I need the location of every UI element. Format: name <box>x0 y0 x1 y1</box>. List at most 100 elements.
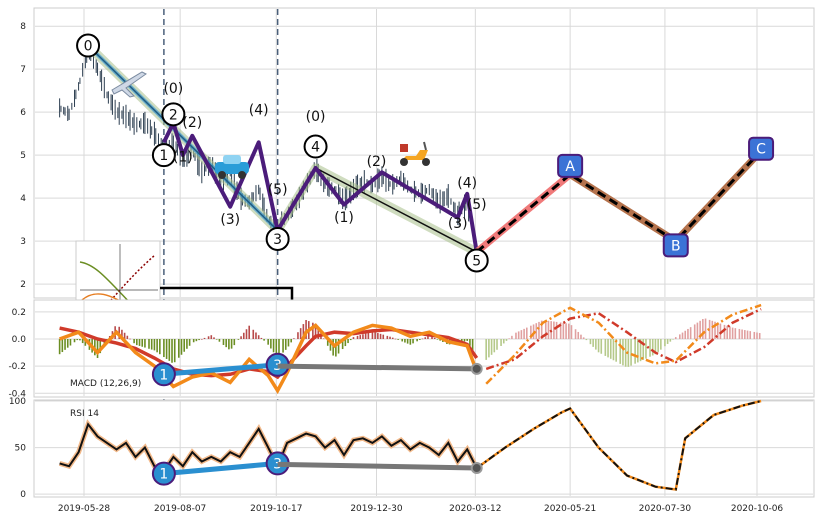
histogram-bar <box>508 338 510 339</box>
histogram-bar <box>642 339 645 360</box>
y-tick-label: 0.0 <box>12 335 27 345</box>
y-tick-label: 3 <box>20 237 26 247</box>
histogram-bar <box>488 339 490 358</box>
histogram-bar <box>245 329 248 339</box>
histogram-bar <box>133 339 135 344</box>
histogram-bar <box>704 318 707 339</box>
y-tick-label: 50 <box>15 444 27 454</box>
histogram-bar <box>352 337 355 339</box>
histogram-bar <box>562 322 565 339</box>
histogram-bar <box>207 336 210 339</box>
histogram-bar <box>731 327 734 339</box>
histogram-bar <box>421 338 424 340</box>
histogram-bar <box>203 337 206 339</box>
histogram-bar <box>511 335 513 339</box>
histogram-bar <box>64 339 66 350</box>
x-tick-label: 2020-07-30 <box>639 504 692 514</box>
histogram-bar <box>485 339 487 360</box>
histogram-bar <box>148 339 150 349</box>
histogram-bar <box>96 339 99 358</box>
abc-label-box <box>748 136 775 161</box>
x-tick-label: 2019-05-28 <box>58 504 111 514</box>
histogram-bar <box>520 330 523 339</box>
histogram-bar <box>696 322 699 339</box>
wave-label: 1 <box>159 148 168 164</box>
y-tick-label: 6 <box>20 108 26 118</box>
y-tick-label: 0.2 <box>12 308 26 318</box>
wave-label: 5 <box>472 253 481 269</box>
wave-labels: 0 1 2 3 4 5 (0) (1) (2) (3) (4) (5) (0) (1) (2) (3) (4) (… <box>76 33 775 273</box>
histogram-bar <box>225 339 227 348</box>
histogram-bar <box>439 339 441 341</box>
histogram-bar <box>299 328 302 339</box>
price-panel: 2 3 4 5 6 7 8 0 1 2 3 4 5 (0) (1) (2) (3) (4) (5) (0) (1) (2… <box>20 7 815 497</box>
macd-y-axis: 0.2 0.0 -0.2 -0.4 <box>8 308 26 399</box>
histogram-bar <box>637 339 639 363</box>
histogram-bar <box>654 339 657 355</box>
histogram-bar <box>547 320 550 339</box>
histogram-bar <box>391 337 394 339</box>
histogram-bar <box>255 332 257 339</box>
histogram-bar <box>404 339 406 343</box>
histogram-bar <box>687 328 689 339</box>
histogram-bar <box>540 320 543 339</box>
car-icon <box>215 155 249 179</box>
histogram-bar <box>371 331 374 339</box>
macd-lines <box>59 303 762 395</box>
wave-label-circle <box>303 134 328 159</box>
histogram-bar <box>577 331 580 339</box>
macd-label: MACD (12,26,9) <box>70 379 141 389</box>
histogram-bar <box>213 337 215 339</box>
rsi-projection <box>476 400 762 491</box>
histogram-bar <box>666 339 669 344</box>
histogram-bar <box>218 339 221 342</box>
histogram-bar <box>436 339 439 340</box>
histogram-bar <box>347 339 349 344</box>
histogram-bar <box>592 339 594 347</box>
histogram-bar <box>619 339 622 364</box>
wave-label: (1) <box>334 210 354 226</box>
histogram-bar <box>263 339 265 341</box>
histogram-bar <box>502 339 505 344</box>
wave-label: 3 <box>273 232 282 248</box>
histogram-bar <box>159 339 161 355</box>
histogram-bar <box>719 323 722 339</box>
histogram-bar <box>538 321 540 339</box>
histogram-bar <box>81 339 84 344</box>
airplane-icon <box>111 71 147 98</box>
wave-label: 4 <box>311 140 320 156</box>
abc-label: A <box>565 159 575 175</box>
histogram-bar <box>702 319 704 339</box>
wave-label: (2) <box>182 115 202 131</box>
histogram-bar <box>237 339 240 340</box>
x-axis: 2019-05-28 2019-08-07 2019-10-17 2019-12-30… <box>58 504 784 514</box>
rsi-panel: 100 50 0 13 RSI 14 <box>9 397 815 500</box>
rsi-label: RSI 14 <box>70 409 99 419</box>
histogram-bar <box>222 339 225 345</box>
histogram-bar <box>126 335 129 339</box>
histogram-bar <box>123 332 126 339</box>
marker-circle <box>151 461 176 486</box>
histogram-bar <box>609 339 612 359</box>
histogram-bar <box>302 324 305 339</box>
histogram-bar <box>424 337 427 339</box>
histogram-bar <box>314 323 317 339</box>
histogram-bar <box>651 339 654 356</box>
histogram-bar <box>248 325 251 339</box>
histogram-bar <box>382 334 385 339</box>
histogram-bar <box>73 339 76 343</box>
histogram-bar <box>490 339 493 355</box>
marker-line <box>277 461 477 471</box>
histogram-bar <box>228 339 230 350</box>
histogram-bar <box>374 332 376 339</box>
histogram-bar <box>634 339 636 364</box>
histogram-bar <box>377 333 379 339</box>
histogram-bar <box>394 338 397 340</box>
macd-markers: 13 <box>151 352 483 387</box>
histogram-bar <box>367 332 370 339</box>
histogram-bar <box>729 326 731 339</box>
histogram-bar <box>523 328 525 339</box>
histogram-bar <box>201 339 203 340</box>
histogram-bar <box>401 339 404 342</box>
histogram-bar <box>582 337 585 339</box>
